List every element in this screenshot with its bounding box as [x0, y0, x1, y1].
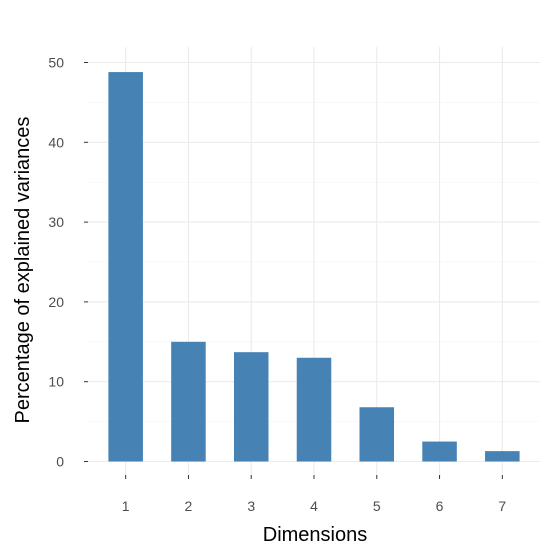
y-tick-label: 50: [48, 55, 64, 71]
bar: [296, 357, 332, 462]
axis-ticks: 0 10 20 30 40 50 1 2 3 4 5 6 7: [48, 55, 506, 515]
bar: [359, 407, 395, 462]
x-tick-label: 2: [185, 498, 193, 514]
y-tick-label: 10: [48, 374, 64, 390]
y-tick-label: 20: [48, 294, 64, 310]
x-axis-title: Dimensions: [263, 524, 367, 546]
bars: [108, 72, 520, 462]
x-tick-label: 5: [373, 498, 381, 514]
bar: [422, 441, 457, 462]
y-axis-title: Percentage of explained variances: [12, 117, 34, 424]
bar: [108, 72, 143, 462]
bar: [485, 451, 520, 462]
x-tick-label: 3: [247, 498, 255, 514]
x-tick-label: 4: [310, 498, 318, 514]
x-tick-label: 7: [498, 498, 506, 514]
y-tick-label: 0: [56, 454, 64, 470]
bar: [171, 341, 206, 462]
x-tick-label: 1: [122, 498, 130, 514]
bar: [233, 352, 269, 462]
y-tick-label: 30: [48, 214, 64, 230]
y-tick-label: 40: [48, 134, 64, 150]
x-tick-label: 6: [436, 498, 444, 514]
